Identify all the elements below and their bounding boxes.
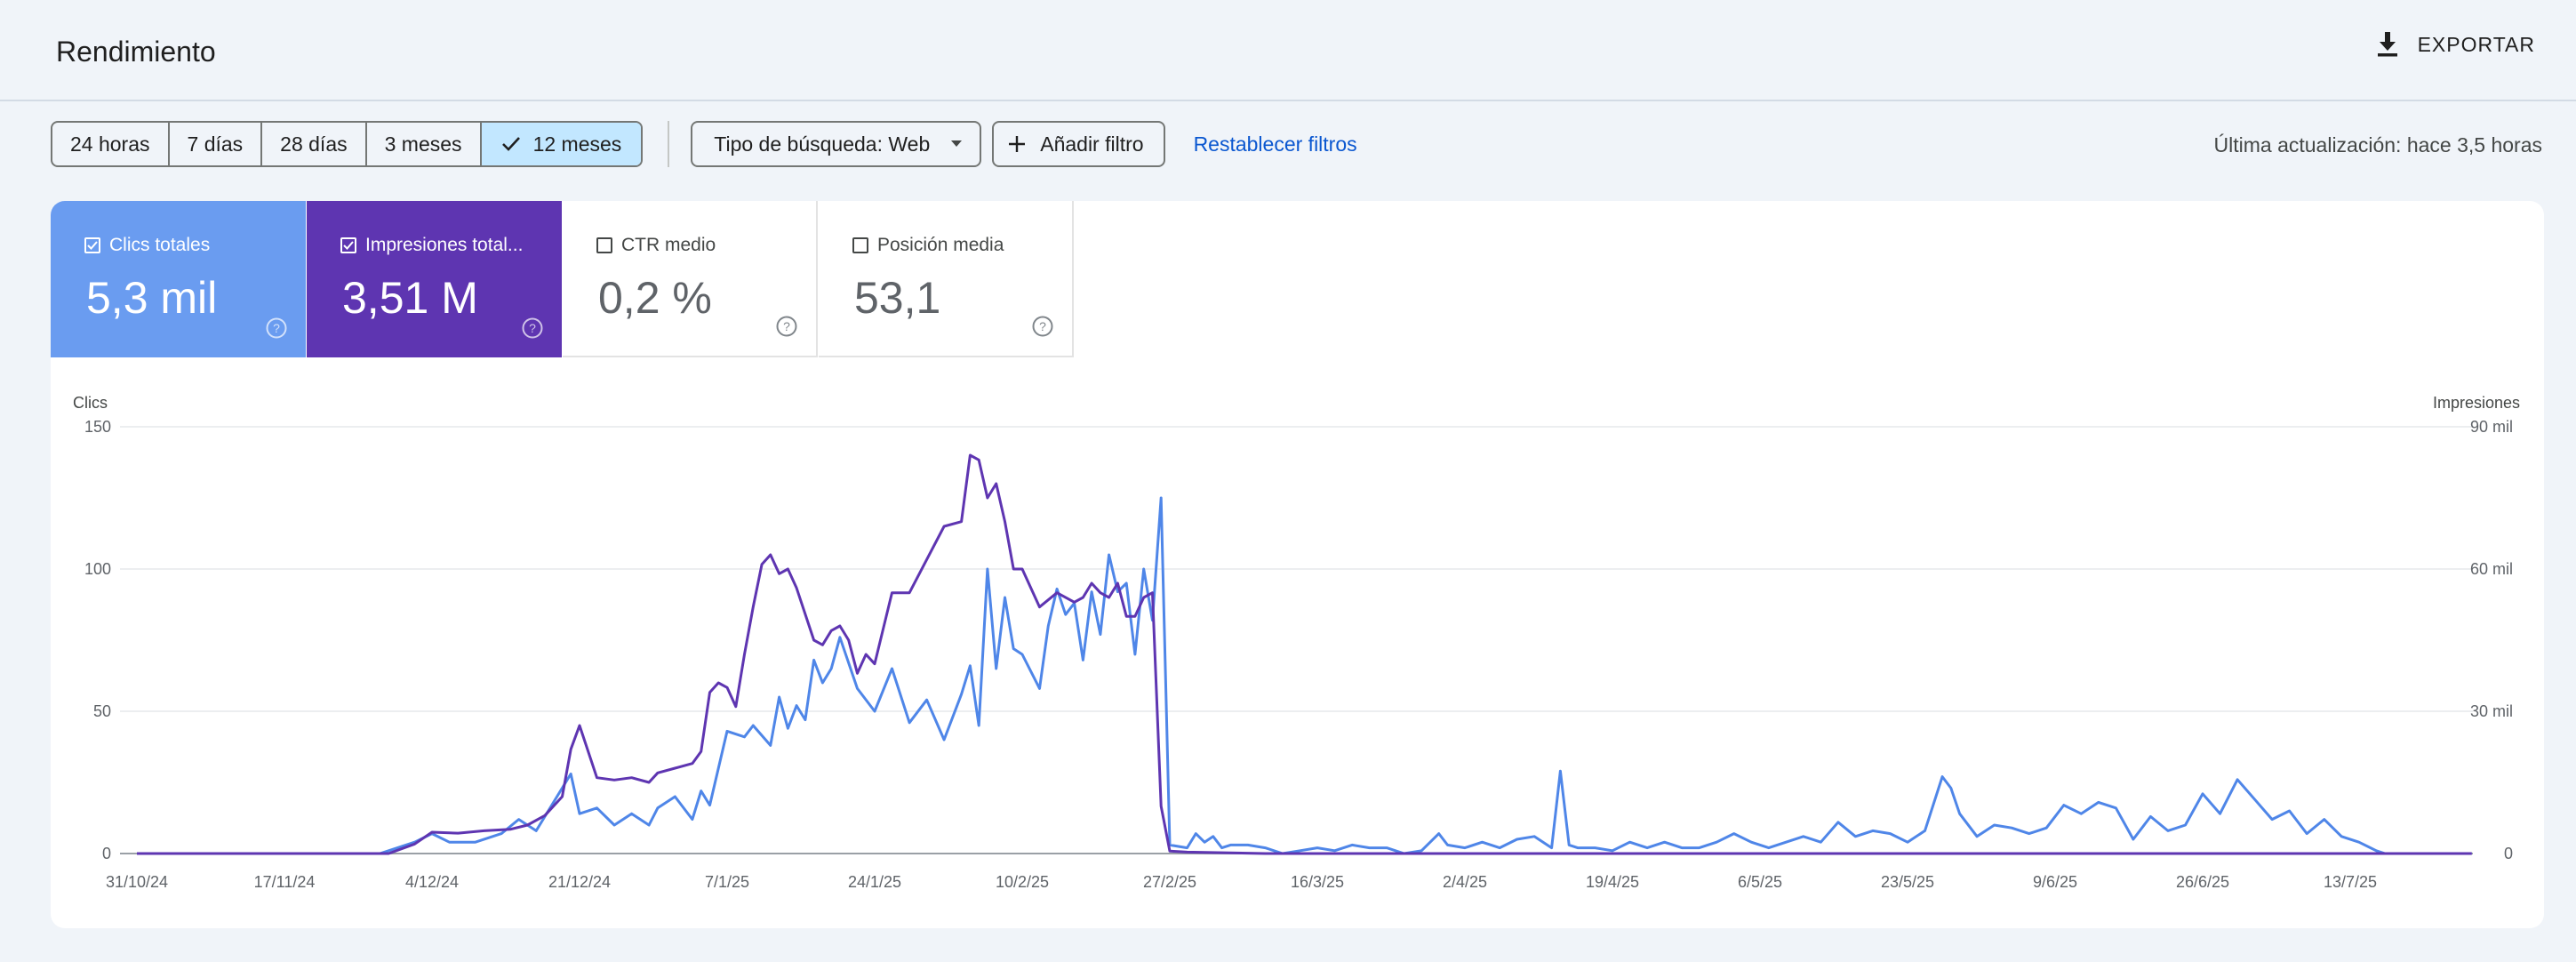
right-tick-label: 30 mil — [2470, 702, 2513, 720]
x-tick-label: 16/3/25 — [1291, 873, 1344, 891]
x-tick-label: 21/12/24 — [548, 873, 611, 891]
help-icon[interactable]: ? — [265, 317, 288, 340]
left-tick-label: 150 — [84, 418, 111, 436]
left-tick-label: 100 — [84, 560, 111, 578]
range-24h-button[interactable]: 24 horas — [52, 123, 170, 165]
checkbox-unchecked-icon[interactable] — [596, 237, 612, 253]
help-icon[interactable]: ? — [775, 315, 798, 338]
metric-label-row: CTR medio — [596, 235, 716, 256]
metric-label: CTR medio — [621, 235, 716, 255]
add-filter-label: Añadir filtro — [1040, 132, 1144, 156]
x-tick-label: 13/7/25 — [2324, 873, 2377, 891]
last-update-text: Última actualización: hace 3,5 horas — [2213, 133, 2542, 156]
metric-label: Clics totales — [109, 235, 211, 255]
metric-card-clicks[interactable]: Clics totales 5,3 mil ? — [51, 201, 306, 357]
metric-label-row: Posición media — [852, 235, 1004, 256]
x-tick-label: 6/5/25 — [1738, 873, 1782, 891]
export-button[interactable]: EXPORTAR — [2377, 32, 2535, 57]
right-tick-label: 90 mil — [2470, 418, 2513, 436]
metric-value: 3,51 M — [342, 273, 478, 323]
search-type-dropdown[interactable]: Tipo de búsqueda: Web — [691, 121, 982, 167]
x-tick-label: 10/2/25 — [996, 873, 1049, 891]
toolbar-divider — [668, 121, 670, 167]
metric-card-position[interactable]: Posición media 53,1 ? — [819, 201, 1074, 357]
checkbox-checked-icon[interactable] — [340, 237, 356, 253]
performance-card: Clics totales 5,3 mil ? Impresiones tota… — [51, 201, 2544, 928]
plus-icon — [1009, 136, 1026, 152]
x-tick-label: 26/6/25 — [2176, 873, 2229, 891]
svg-text:?: ? — [529, 321, 536, 335]
metric-label-row: Clics totales — [84, 235, 210, 256]
x-tick-label: 27/2/25 — [1143, 873, 1196, 891]
date-range-selector: 24 horas 7 días 28 días 3 meses 12 meses — [51, 121, 644, 167]
range-7d-button[interactable]: 7 días — [170, 123, 263, 165]
metric-value: 0,2 % — [598, 273, 712, 323]
help-icon[interactable]: ? — [521, 317, 544, 340]
performance-chart[interactable]: Clics Impresiones 150 90 mil 100 60 mil 50 30… — [51, 201, 2544, 928]
range-12m-label: 12 meses — [532, 132, 622, 156]
right-tick-label: 60 mil — [2470, 560, 2513, 578]
export-label: EXPORTAR — [2417, 32, 2535, 56]
left-tick-label: 50 — [93, 702, 111, 720]
svg-text:?: ? — [1039, 319, 1046, 333]
x-tick-label: 31/10/24 — [106, 873, 168, 891]
metric-value: 53,1 — [854, 273, 941, 323]
filter-toolbar: 24 horas 7 días 28 días 3 meses 12 meses… — [51, 121, 1357, 167]
page-title: Rendimiento — [56, 36, 216, 68]
metric-value: 5,3 mil — [86, 273, 218, 323]
series-line-impresiones — [137, 453, 2472, 855]
x-tick-label: 9/6/25 — [2033, 873, 2077, 891]
left-tick-label: 0 — [102, 845, 111, 862]
x-tick-label: 24/1/25 — [848, 873, 901, 891]
metric-label: Posición media — [877, 235, 1004, 255]
x-tick-label: 4/12/24 — [405, 873, 459, 891]
x-tick-label: 7/1/25 — [705, 873, 749, 891]
page-header: Rendimiento EXPORTAR — [0, 0, 2576, 101]
range-3m-button[interactable]: 3 meses — [367, 123, 482, 165]
range-28d-button[interactable]: 28 días — [262, 123, 367, 165]
metric-label-row: Impresiones total... — [340, 235, 523, 256]
right-axis-title: Impresiones — [2433, 394, 2520, 412]
help-icon[interactable]: ? — [1031, 315, 1054, 338]
x-tick-label: 23/5/25 — [1881, 873, 1934, 891]
checkbox-unchecked-icon[interactable] — [852, 237, 868, 253]
metric-card-impressions[interactable]: Impresiones total... 3,51 M ? — [307, 201, 562, 357]
metric-card-ctr[interactable]: CTR medio 0,2 % ? — [563, 201, 818, 357]
svg-text:?: ? — [273, 321, 280, 335]
x-tick-label: 2/4/25 — [1443, 873, 1487, 891]
search-type-label: Tipo de búsqueda: Web — [714, 132, 931, 156]
range-12m-button[interactable]: 12 meses — [481, 123, 642, 165]
caret-down-icon — [951, 140, 963, 147]
check-icon — [501, 137, 520, 151]
right-tick-label: 0 — [2504, 845, 2513, 862]
svg-text:?: ? — [783, 319, 790, 333]
x-tick-label: 17/11/24 — [254, 873, 316, 891]
series-line-clics — [137, 496, 2472, 855]
metric-label: Impresiones total... — [365, 235, 524, 255]
left-axis-title: Clics — [73, 394, 108, 412]
add-filter-button[interactable]: Añadir filtro — [992, 121, 1165, 167]
x-tick-label: 19/4/25 — [1586, 873, 1639, 891]
checkbox-checked-icon[interactable] — [84, 237, 100, 253]
download-icon — [2377, 32, 2397, 57]
reset-filters-link[interactable]: Restablecer filtros — [1193, 132, 1357, 156]
